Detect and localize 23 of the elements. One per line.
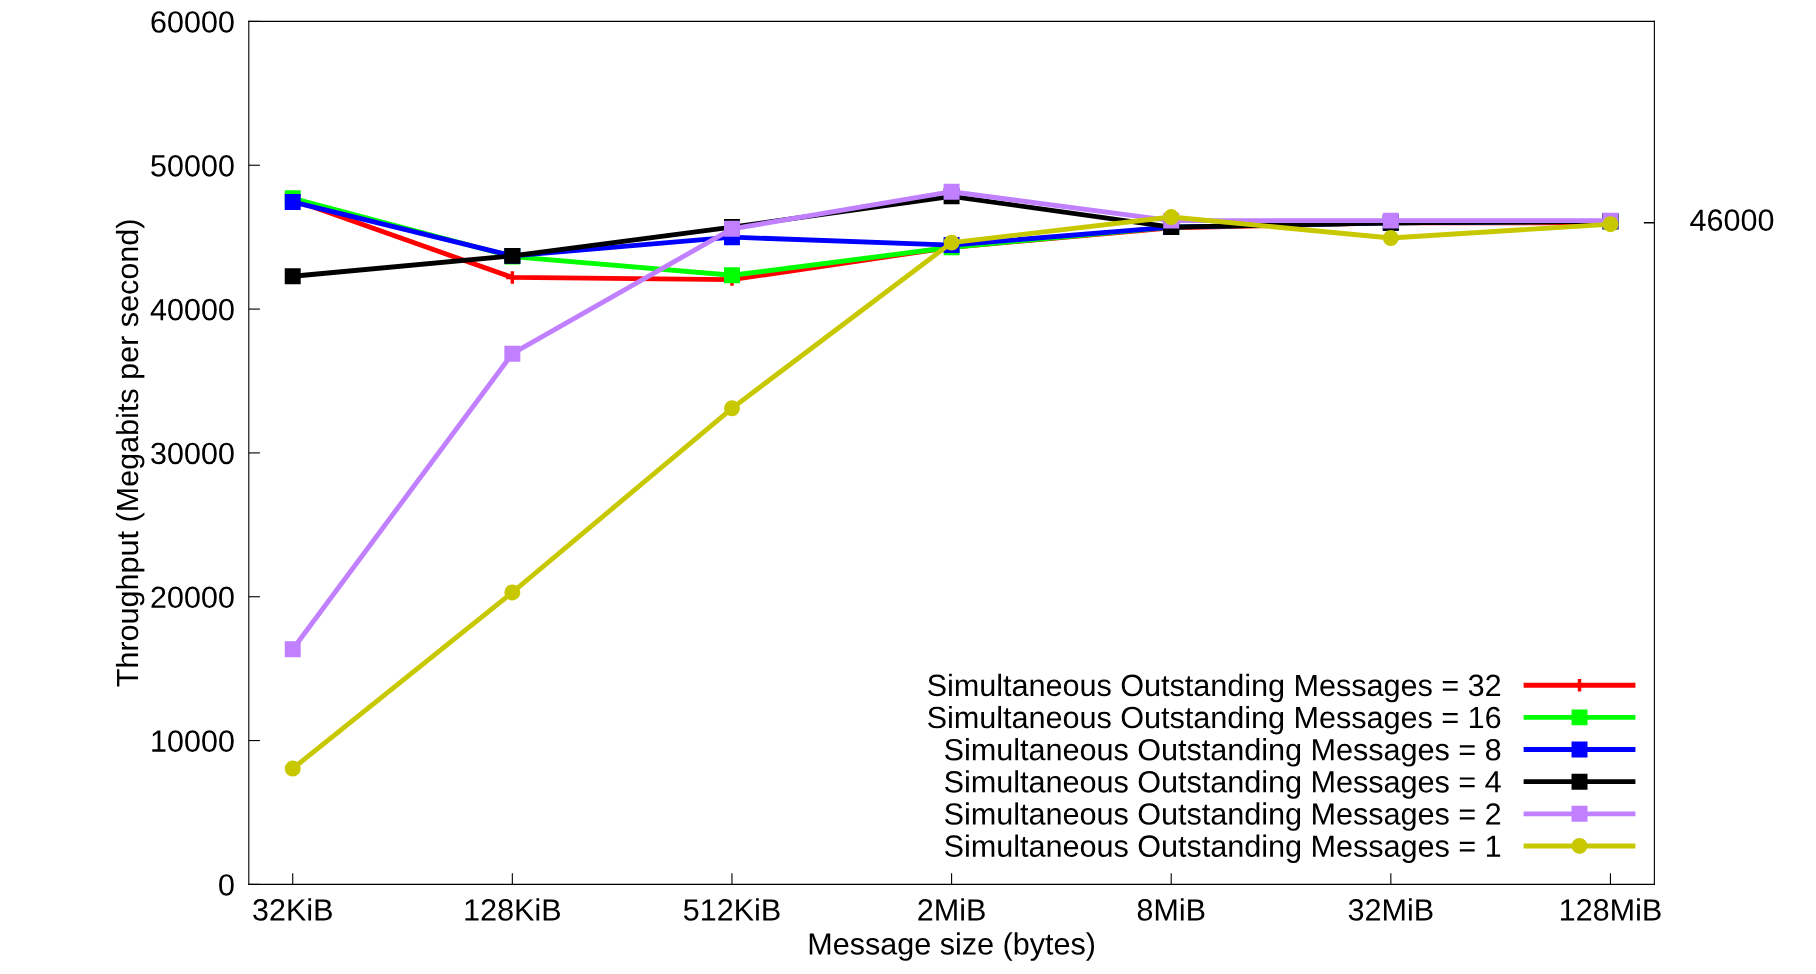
y-tick-label: 40000 <box>150 298 234 321</box>
y-tick-label: 10000 <box>152 730 234 752</box>
legend-label: Simultaneous Outstanding Messages = 1 <box>945 834 1501 863</box>
y-tick-label: 0 <box>219 874 234 896</box>
y-tick-label: 50000 <box>151 154 234 177</box>
y-tick-label: 60000 <box>151 11 234 33</box>
x-tick-label: 128KiB <box>465 898 560 921</box>
ref-line-label: 46000 <box>1690 209 1774 231</box>
x-tick-label: 32MiB <box>1348 898 1433 921</box>
legend-label: Simultaneous Outstanding Messages = 2 <box>945 802 1501 831</box>
x-axis-title: Message size (bytes) <box>809 932 1095 961</box>
y-axis-title: Throughput (Megabits per second) <box>115 220 145 687</box>
x-tick-label: 32KiB <box>253 898 332 921</box>
x-tick-label: 2MiB <box>918 898 985 921</box>
legend-label: Simultaneous Outstanding Messages = 32 <box>928 673 1501 703</box>
legend-label: Simultaneous Outstanding Messages = 4 <box>945 770 1501 799</box>
x-tick-label: 512KiB <box>683 898 780 921</box>
y-tick-label: 20000 <box>151 586 234 609</box>
legend-label: Simultaneous Outstanding Messages = 16 <box>928 705 1501 735</box>
legend-label: Simultaneous Outstanding Messages = 8 <box>945 738 1501 767</box>
y-tick-label: 30000 <box>151 442 234 465</box>
x-tick-label: 128MiB <box>1560 898 1661 921</box>
x-tick-label: 8MiB <box>1137 898 1205 921</box>
